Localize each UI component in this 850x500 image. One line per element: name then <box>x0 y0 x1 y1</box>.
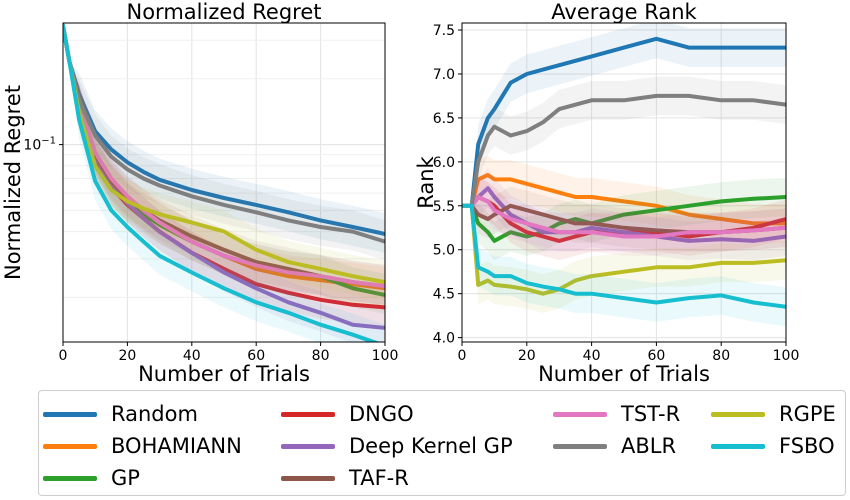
legend-swatch-bohamiann <box>43 443 97 449</box>
chart1-xtick-label: 80 <box>312 348 330 364</box>
legend: Random BOHAMIANN GP DNGO Deep Kernel GP … <box>38 390 846 496</box>
chart2-band-bohamiann <box>462 155 786 243</box>
chart1-ylabel: Normalized Regret <box>1 85 25 280</box>
chart2-xtick-label: 80 <box>712 348 730 364</box>
chart1-band-ablr <box>63 25 385 261</box>
chart2-ytick-label: 4.0 <box>433 331 455 347</box>
legend-label-rgpe: RGPE <box>779 402 836 426</box>
legend-item-ablr: ABLR <box>553 431 676 461</box>
chart2-ytick-label: 4.5 <box>433 287 455 303</box>
legend-item-gp: GP <box>43 463 140 493</box>
chart1-band-random <box>63 25 385 253</box>
chart1-line-fsbo <box>63 23 380 342</box>
chart2-line-gp <box>462 195 786 243</box>
chart2-ytick-label: 6.5 <box>433 111 455 127</box>
legend-item-rgpe: RGPE <box>711 399 836 429</box>
chart1-line-rgpe <box>63 23 385 285</box>
legend-swatch-rgpe <box>711 411 765 417</box>
legend-swatch-taf-r <box>281 475 335 481</box>
chart2-xlabel: Number of Trials <box>538 362 710 386</box>
chart2-group: 0 20 40 60 80 100 4.0 4.5 5.0 5.5 6.0 6.5 7.0 7.5 Aver… <box>414 0 799 386</box>
chart1-xlabel: Number of Trials <box>138 362 310 386</box>
legend-label-deep-kernel-gp: Deep Kernel GP <box>349 434 513 458</box>
chart2-line-tst-r <box>462 195 786 239</box>
chart2-line-ablr <box>462 93 786 208</box>
chart2-line-bohamiann <box>462 173 786 226</box>
legend-label-tst-r: TST-R <box>621 402 681 426</box>
legend-label-fsbo: FSBO <box>779 434 835 458</box>
chart2-band-deep-kernel-gp <box>462 168 786 261</box>
chart2-band-taf-r <box>462 186 786 252</box>
legend-label-random: Random <box>111 402 198 426</box>
legend-item-deep-kernel-gp: Deep Kernel GP <box>281 431 513 461</box>
legend-swatch-deep-kernel-gp <box>281 443 335 449</box>
legend-item-random: Random <box>43 399 198 429</box>
chart2-ytick-label: 5.5 <box>433 199 455 215</box>
legend-swatch-ablr <box>553 443 607 449</box>
chart2-xtick-label: 40 <box>583 348 601 364</box>
legend-item-dngo: DNGO <box>281 399 414 429</box>
chart1-xtick-label: 20 <box>118 348 136 364</box>
chart1-plot-area <box>63 23 385 342</box>
legend-item-fsbo: FSBO <box>711 431 835 461</box>
legend-swatch-fsbo <box>711 443 765 449</box>
chart1-line-tst-r <box>63 23 385 289</box>
legend-item-taf-r: TAF-R <box>281 463 409 493</box>
chart1-title: Normalized Regret <box>127 0 322 24</box>
chart1-xtick-label: 0 <box>59 348 68 364</box>
legend-label-dngo: DNGO <box>349 402 414 426</box>
chart2-ytick-label: 7.0 <box>433 67 455 83</box>
legend-label-bohamiann: BOHAMIANN <box>111 434 242 458</box>
chart2-ytick-label: 7.5 <box>433 23 455 39</box>
chart2-band-tst-r <box>462 177 786 256</box>
legend-swatch-tst-r <box>553 411 607 417</box>
chart2-ylabel: Rank <box>414 155 438 208</box>
legend-item-tst-r: TST-R <box>553 399 680 429</box>
chart1-band-fsbo <box>63 25 385 342</box>
chart2-line-fsbo <box>462 203 786 309</box>
chart1-ytick-label: 10−1 <box>23 136 56 154</box>
chart1-band-rgpe <box>63 25 385 301</box>
chart2-band-gp <box>462 177 786 261</box>
chart1-xtick-label: 60 <box>247 348 265 364</box>
chart2-ytick-label: 5.0 <box>433 243 455 259</box>
chart1-xtick-label: 40 <box>183 348 201 364</box>
chart2-xtick-label: 100 <box>773 348 800 364</box>
chart1-line-random <box>63 23 385 236</box>
legend-label-gp: GP <box>111 466 140 490</box>
legend-label-taf-r: TAF-R <box>349 466 409 490</box>
chart2-ytick-label: 6.0 <box>433 155 455 171</box>
chart2-xtick-label: 20 <box>518 348 536 364</box>
chart1-axes-frame <box>62 22 386 343</box>
chart2-xtick-label: 60 <box>647 348 665 364</box>
legend-item-bohamiann: BOHAMIANN <box>43 431 242 461</box>
chart1-xtick-label: 100 <box>372 348 399 364</box>
legend-swatch-gp <box>43 475 97 481</box>
chart2-line-random <box>462 36 786 208</box>
chart2-title: Average Rank <box>551 0 697 24</box>
chart1-band-deep-kernel-gp <box>63 25 385 342</box>
chart1-band-dngo <box>63 25 385 327</box>
legend-swatch-dngo <box>281 411 335 417</box>
legend-label-ablr: ABLR <box>621 434 677 458</box>
chart1-line-ablr <box>63 23 385 244</box>
legend-swatch-random <box>43 411 97 417</box>
chart2-xtick-label: 0 <box>458 348 467 364</box>
chart2-plot-area <box>462 23 786 327</box>
chart2-band-ablr <box>462 76 786 206</box>
chart2-axes-frame <box>461 22 787 343</box>
